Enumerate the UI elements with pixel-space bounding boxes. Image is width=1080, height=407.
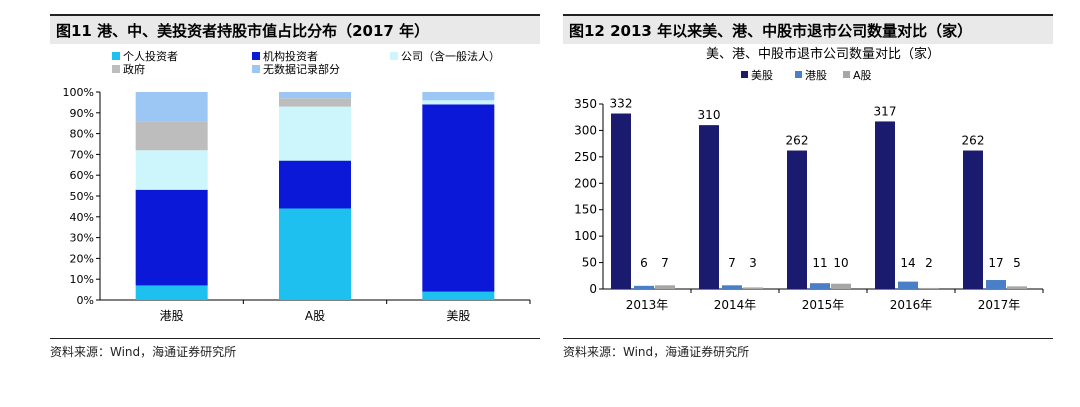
x-tick-label: 2017年 <box>978 298 1021 312</box>
y-tick-label: 100% <box>63 86 94 99</box>
y-tick-label: 80% <box>70 128 94 141</box>
y-tick-label: 30% <box>70 232 94 245</box>
bar-segment <box>279 208 351 300</box>
grouped-bar-chart: 美、港、中股市退市公司数量对比（家） 美股 港股 A股 0 50 100 150 200 250 3… <box>574 46 1044 312</box>
bar-segment <box>422 291 495 300</box>
bar-segment <box>279 92 351 99</box>
data-label: 310 <box>698 108 721 122</box>
bar <box>1007 286 1027 289</box>
bar <box>655 285 675 289</box>
bar <box>810 283 830 289</box>
legend-swatch <box>390 52 398 60</box>
data-label: 2 <box>925 256 933 270</box>
y-tick-label: 50% <box>70 190 94 203</box>
bar <box>743 287 763 289</box>
bar-segment <box>135 150 208 190</box>
bar <box>787 150 807 289</box>
legend-swatch <box>252 52 260 60</box>
stacked-bar-chart: 个人投资者 机构投资者 公司（含一般法人） 政府 无数据记录部分 0% 10% 20% 30% 4… <box>63 49 531 323</box>
bar-segment <box>422 92 495 101</box>
source-note: 资料来源：Wind，海通证券研究所 <box>563 338 1053 360</box>
bar <box>611 113 631 289</box>
chart-panel-right: 图12 2013 年以来美、港、中股市退市公司数量对比（家） 美、港、中股市退市… <box>563 14 1053 334</box>
y-tick-label: 40% <box>70 211 94 224</box>
x-tick-label: 2014年 <box>714 298 757 312</box>
legend-swatch <box>795 71 802 78</box>
legend-label: 无数据记录部分 <box>263 62 340 76</box>
x-tick-label: 2015年 <box>802 298 845 312</box>
y-tick-label: 90% <box>70 107 94 120</box>
data-label: 317 <box>874 104 897 118</box>
data-label: 5 <box>1013 256 1021 270</box>
data-label: 14 <box>900 256 915 270</box>
y-tick-label: 20% <box>70 252 94 265</box>
y-tick-label: 0 <box>589 282 597 296</box>
legend-label: 美股 <box>751 69 773 82</box>
legend-label: 港股 <box>805 69 827 82</box>
data-label: 262 <box>962 134 985 148</box>
bar-segment <box>422 100 495 105</box>
y-tick-label: 150 <box>574 203 597 217</box>
legend-swatch <box>252 65 260 73</box>
data-label: 11 <box>812 256 827 270</box>
bar-segment <box>279 106 351 161</box>
y-tick-label: 70% <box>70 148 94 161</box>
x-tick-label: 港股 <box>160 309 184 323</box>
y-tick-label: 50 <box>582 256 597 270</box>
bar-segment <box>135 189 208 286</box>
bar <box>898 281 918 289</box>
y-tick-label: 0% <box>77 294 94 307</box>
legend-swatch <box>843 71 850 78</box>
legend-swatch <box>741 71 748 78</box>
bar-segment <box>422 104 495 292</box>
data-label: 17 <box>988 256 1003 270</box>
x-tick-label: 美股 <box>446 309 470 323</box>
legend-label: 公司（含一般法人） <box>401 49 500 63</box>
y-tick-label: 100 <box>574 229 597 243</box>
y-tick-label: 300 <box>574 123 597 137</box>
bar <box>722 285 742 289</box>
legend-label: A股 <box>853 69 872 82</box>
data-label: 3 <box>749 256 757 270</box>
bar <box>986 280 1006 289</box>
panel-title: 图11 港、中、美投资者持股市值占比分布（2017 年） <box>50 14 540 44</box>
bar <box>875 121 895 289</box>
chart-panel-left: 图11 港、中、美投资者持股市值占比分布（2017 年） 个人投资者 机构投资者 公… <box>50 14 540 334</box>
legend-label: 机构投资者 <box>263 49 318 63</box>
chart-title: 美、港、中股市退市公司数量对比（家） <box>706 46 940 62</box>
bar-segment <box>135 92 208 122</box>
data-label: 6 <box>640 256 648 270</box>
data-label: 7 <box>661 256 669 270</box>
legend-swatch <box>112 52 120 60</box>
bar <box>919 287 939 289</box>
y-tick-label: 10% <box>70 273 94 286</box>
data-label: 7 <box>728 256 736 270</box>
y-tick-label: 350 <box>574 97 597 111</box>
legend-label: 政府 <box>123 62 145 76</box>
y-tick-label: 200 <box>574 176 597 190</box>
x-tick-label: 2013年 <box>626 298 669 312</box>
x-tick-label: 2016年 <box>890 298 933 312</box>
bar-segment <box>135 121 208 151</box>
y-tick-label: 60% <box>70 169 94 182</box>
y-tick-label: 250 <box>574 150 597 164</box>
x-tick-label: A股 <box>305 309 325 323</box>
source-note: 资料来源：Wind，海通证券研究所 <box>50 338 540 360</box>
panel-title: 图12 2013 年以来美、港、中股市退市公司数量对比（家） <box>563 14 1053 44</box>
bar-segment <box>279 160 351 209</box>
bar <box>699 125 719 290</box>
bar <box>831 283 851 289</box>
bar-segment <box>135 285 208 300</box>
bar <box>963 150 983 289</box>
legend-swatch <box>112 65 120 73</box>
data-label: 262 <box>786 134 809 148</box>
data-label: 332 <box>610 97 633 111</box>
bar-segment <box>279 98 351 107</box>
legend-label: 个人投资者 <box>123 49 178 63</box>
data-label: 10 <box>833 256 848 270</box>
bar <box>634 285 654 289</box>
